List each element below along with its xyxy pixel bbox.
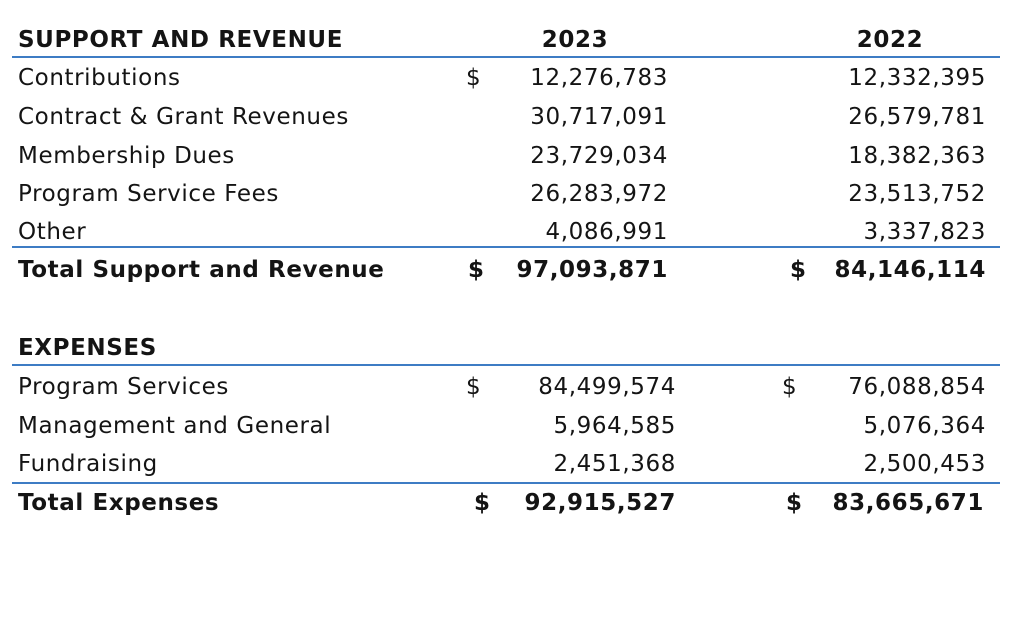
amount: 2,500,453 — [863, 451, 986, 477]
currency-sign: $ — [786, 490, 803, 516]
amount: 23,729,034 — [530, 143, 668, 169]
amount: 5,964,585 — [553, 413, 676, 439]
amount: 30,717,091 — [530, 104, 668, 130]
row-label: Contributions — [18, 65, 181, 91]
amount: 5,076,364 — [863, 413, 986, 439]
divider — [12, 56, 1000, 58]
divider — [12, 482, 1000, 484]
row-label: Program Service Fees — [18, 181, 279, 207]
amount: 83,665,671 — [832, 490, 984, 516]
amount: 97,093,871 — [516, 257, 668, 283]
amount: 26,579,781 — [848, 104, 986, 130]
currency-sign: $ — [466, 65, 482, 91]
section-title: SUPPORT AND REVENUE — [18, 27, 343, 53]
row-label: Program Services — [18, 374, 229, 400]
amount: 76,088,854 — [848, 374, 986, 400]
row-label: Contract & Grant Revenues — [18, 104, 349, 130]
amount: 12,276,783 — [530, 65, 668, 91]
amount: 92,915,527 — [524, 490, 676, 516]
currency-sign: $ — [474, 490, 491, 516]
row-label: Other — [18, 219, 87, 245]
row-label: Fundraising — [18, 451, 158, 477]
currency-sign: $ — [468, 257, 485, 283]
currency-sign: $ — [782, 374, 798, 400]
amount: 26,283,972 — [530, 181, 668, 207]
amount: 2,451,368 — [553, 451, 676, 477]
divider — [12, 364, 1000, 366]
currency-sign: $ — [466, 374, 482, 400]
total-label: Total Support and Revenue — [18, 257, 385, 283]
amount: 84,146,114 — [834, 257, 986, 283]
section-title: EXPENSES — [18, 335, 157, 361]
row-label: Management and General — [18, 413, 332, 439]
amount: 12,332,395 — [848, 65, 986, 91]
divider — [12, 246, 1000, 248]
total-label: Total Expenses — [18, 490, 220, 516]
column-header: 2022 — [856, 27, 924, 53]
amount: 3,337,823 — [863, 219, 986, 245]
column-header: 2023 — [541, 27, 609, 53]
currency-sign: $ — [790, 257, 807, 283]
amount: 23,513,752 — [848, 181, 986, 207]
amount: 4,086,991 — [545, 219, 668, 245]
amount: 84,499,574 — [538, 374, 676, 400]
row-label: Membership Dues — [18, 143, 235, 169]
amount: 18,382,363 — [848, 143, 986, 169]
